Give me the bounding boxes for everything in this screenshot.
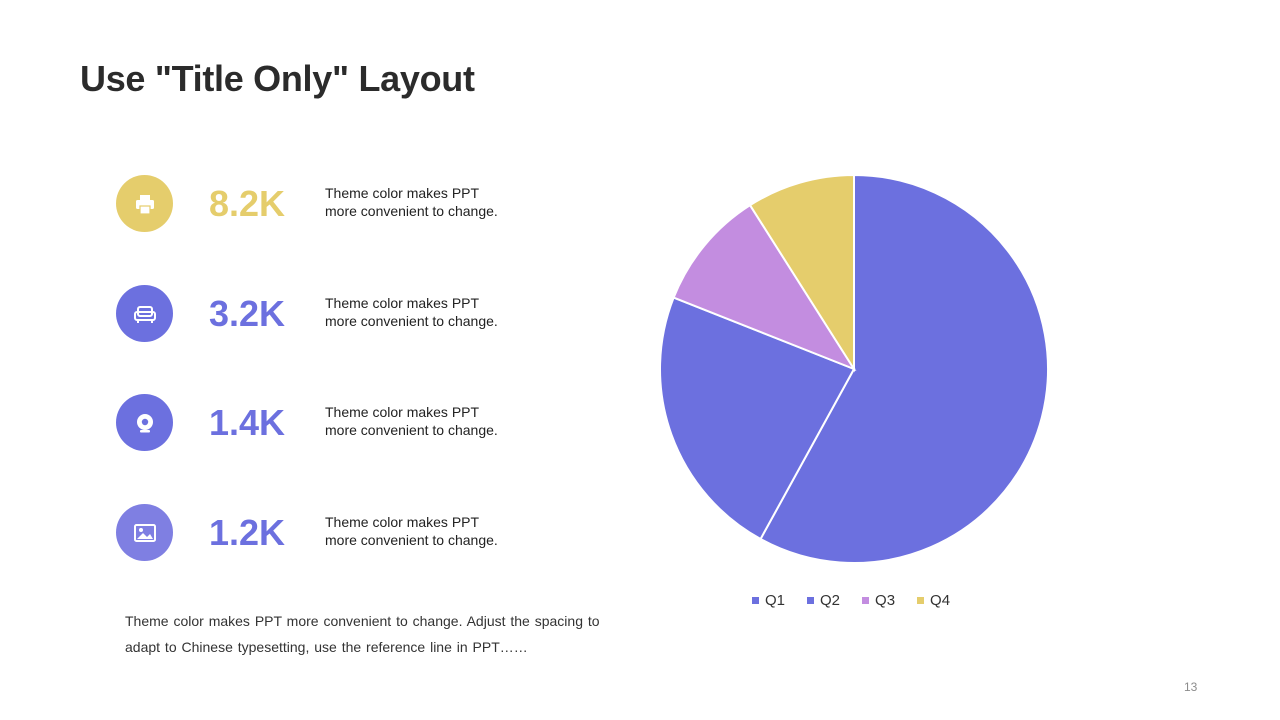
stat-description-line: Theme color makes PPT xyxy=(325,295,480,311)
legend-item-q3: Q3 xyxy=(862,592,895,609)
stat-value: 1.2K xyxy=(209,512,286,553)
legend-label: Q1 xyxy=(765,592,786,609)
stat-description: Theme color makes PPT more convenient to… xyxy=(325,403,545,439)
legend-item-q4: Q4 xyxy=(917,592,950,609)
stat-description: Theme color makes PPT more convenient to… xyxy=(325,513,545,549)
footnote-text: Theme color makes PPT more convenient to… xyxy=(125,613,600,655)
stat-description-line: Theme color makes PPT xyxy=(325,404,480,420)
legend-swatch xyxy=(752,597,759,604)
slide-title: Use "Title Only" Layout xyxy=(80,58,475,99)
pie-chart xyxy=(659,173,1049,564)
webcam-icon xyxy=(116,394,173,451)
stat-description-line: more convenient to change. xyxy=(325,203,498,219)
stat-description-line: more convenient to change. xyxy=(325,422,498,438)
sofa-icon xyxy=(116,285,173,342)
legend-item-q1: Q1 xyxy=(752,592,785,609)
stat-description: Theme color makes PPT more convenient to… xyxy=(325,294,545,330)
legend-item-q2: Q2 xyxy=(807,592,840,609)
stat-row: 1.2K Theme color makes PPT more convenie… xyxy=(116,504,536,562)
stat-description: Theme color makes PPT more convenient to… xyxy=(325,184,545,220)
pie-slice-q4 xyxy=(748,173,855,373)
legend-label: Q2 xyxy=(820,592,841,609)
stat-value: 1.4K xyxy=(209,402,286,443)
legend-swatch xyxy=(862,597,870,604)
stat-value: 8.2K xyxy=(209,183,286,224)
stat-description-line: Theme color makes PPT xyxy=(325,514,480,530)
page-number: 13 xyxy=(1184,680,1198,694)
stat-value: 3.2K xyxy=(209,293,286,334)
stat-row: 8.2K Theme color makes PPT more convenie… xyxy=(116,175,536,233)
chart-legend: Q1 Q2 Q3 Q4 xyxy=(752,592,950,609)
legend-swatch xyxy=(807,597,815,604)
stat-row: 3.2K Theme color makes PPT more convenie… xyxy=(116,285,536,343)
pie-slice-q2 xyxy=(659,296,856,541)
stat-row: 1.4K Theme color makes PPT more convenie… xyxy=(116,394,536,452)
stat-description-line: more convenient to change. xyxy=(325,532,498,548)
legend-label: Q3 xyxy=(875,592,896,609)
stat-description-line: more convenient to change. xyxy=(325,313,498,329)
stat-description-line: Theme color makes PPT xyxy=(325,185,480,201)
legend-label: Q4 xyxy=(930,592,951,609)
image-icon xyxy=(116,504,173,561)
pie-slice-q3 xyxy=(672,203,857,372)
pie-slice-q1 xyxy=(759,173,1049,564)
printer-icon xyxy=(116,175,173,232)
legend-swatch xyxy=(917,597,925,604)
